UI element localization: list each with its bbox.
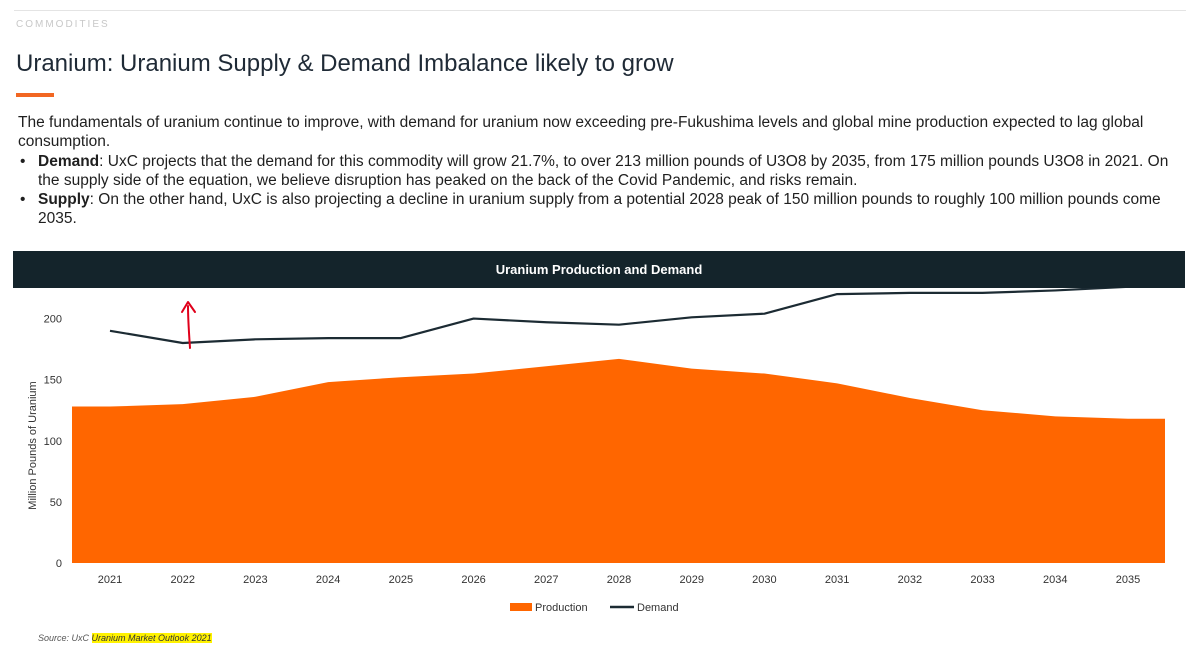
x-tick-label-2021: 2021: [98, 574, 122, 586]
x-tick-label-2032: 2032: [898, 574, 922, 586]
legend-label-production: Production: [535, 602, 588, 614]
x-tick-label-2034: 2034: [1043, 574, 1067, 586]
title-accent-bar: [16, 93, 54, 97]
intro-paragraph: The fundamentals of uranium continue to …: [18, 114, 1144, 150]
demand-line: [109, 288, 1126, 345]
source-prefix: Source: UxC: [38, 633, 92, 643]
uranium-chart: Million Pounds of Uranium 0 50 100 150 200 20…: [27, 288, 1165, 614]
bullet-supply-text: : On the other hand, UxC is also project…: [38, 191, 1161, 227]
legend-label-demand: Demand: [637, 602, 679, 614]
page-title: Uranium: Uranium Supply & Demand Imbalan…: [16, 50, 674, 77]
bullet-supply: Supply: On the other hand, UxC is also p…: [18, 190, 1182, 228]
y-tick-label-50: 50: [50, 497, 62, 509]
x-tick-label-2022: 2022: [170, 574, 194, 586]
bullet-supply-label: Supply: [38, 191, 90, 208]
x-tick-label-2033: 2033: [970, 574, 994, 586]
production-area-group: [72, 358, 1165, 563]
section-label: COMMODITIES: [16, 19, 110, 30]
y-tick-label-150: 150: [44, 375, 62, 387]
legend: Production Demand: [510, 602, 679, 614]
chart-title: Uranium Production and Demand: [13, 251, 1185, 288]
x-tick-label-2035: 2035: [1116, 574, 1140, 586]
x-tick-label-2028: 2028: [607, 574, 631, 586]
source-note: Source: UxC Uranium Market Outlook 2021: [38, 633, 212, 643]
top-divider: [14, 10, 1186, 11]
demand-line-group: [109, 288, 1126, 345]
y-tick-label-200: 200: [44, 314, 62, 326]
x-axis: 2021 2022 2023 2024 2025 2026 2027 2028 2029 2030…: [98, 574, 1140, 586]
x-tick-label-2029: 2029: [679, 574, 703, 586]
x-tick-label-2030: 2030: [752, 574, 776, 586]
x-tick-label-2025: 2025: [389, 574, 413, 586]
legend-swatch-production: [510, 603, 532, 611]
y-tick-label-0: 0: [56, 558, 62, 570]
bullet-demand-label: Demand: [38, 153, 100, 170]
bullet-list: Demand: UxC projects that the demand for…: [18, 152, 1182, 228]
production-area: [72, 358, 1165, 563]
bullet-demand-text: : UxC projects that the demand for this …: [38, 153, 1169, 189]
y-axis-title: Million Pounds of Uranium: [27, 381, 39, 509]
x-tick-label-2031: 2031: [825, 574, 849, 586]
source-highlight: Uranium Market Outlook 2021: [91, 633, 212, 643]
x-tick-label-2023: 2023: [243, 574, 267, 586]
annotation-group: [181, 301, 196, 349]
x-tick-label-2027: 2027: [534, 574, 558, 586]
x-tick-label-2024: 2024: [316, 574, 340, 586]
red-arrow-head-icon: [181, 301, 196, 313]
red-arrow-up-icon: [187, 305, 191, 349]
y-axis: Million Pounds of Uranium 0 50 100 150 200: [27, 314, 62, 570]
x-tick-label-2026: 2026: [461, 574, 485, 586]
y-tick-label-100: 100: [44, 436, 62, 448]
bullet-demand: Demand: UxC projects that the demand for…: [18, 152, 1182, 190]
